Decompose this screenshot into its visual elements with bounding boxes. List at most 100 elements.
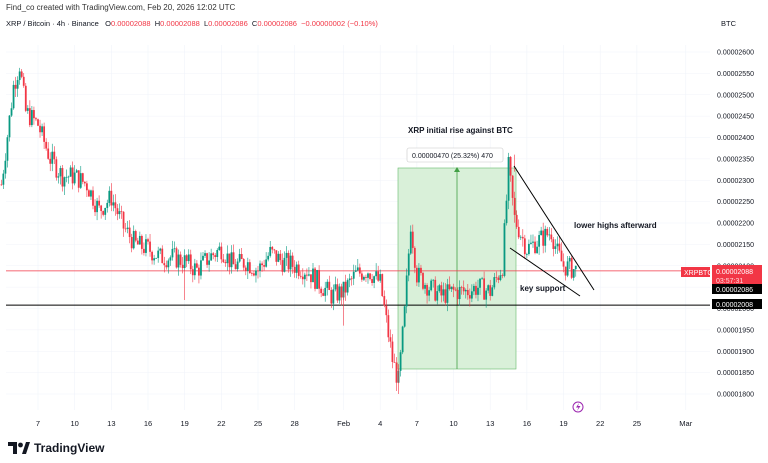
level-upper-label: 0.00002086 [716, 287, 753, 294]
price-tick-label: 0.00002450 [717, 114, 754, 121]
time-axis[interactable]: 7 10 13 16 19 22 25 28 Feb 4 7 10 13 16 19 22 25 Mar [36, 419, 693, 428]
candle-body [499, 275, 502, 280]
candle-body [413, 247, 416, 268]
candle-body [479, 278, 481, 288]
candle-body [371, 279, 373, 283]
candle-body [155, 257, 158, 259]
trendline-upper[interactable] [513, 165, 595, 291]
candle-body [193, 263, 196, 276]
candle-body [528, 243, 530, 254]
candle-body [267, 255, 270, 260]
candle-body [175, 248, 178, 268]
candle-body [198, 267, 200, 276]
candle-body [257, 270, 259, 272]
candle-body [206, 253, 208, 265]
time-tick-label: Mar [679, 419, 692, 428]
candle-body [177, 254, 180, 268]
candle-body [562, 261, 565, 267]
price-tick-label: 0.00002000 [717, 306, 754, 313]
candle-body [41, 126, 43, 133]
candle-body [216, 250, 219, 258]
candle-body [297, 264, 300, 276]
candle-body [452, 286, 455, 290]
candle-body [169, 257, 172, 261]
brand[interactable]: TradingView [8, 441, 104, 455]
candle-body [391, 341, 394, 363]
time-tick-label: 10 [70, 419, 78, 428]
price-axis[interactable]: 0.00002600 0.00002550 0.00002500 0.00002450… [717, 50, 754, 399]
candle-body [132, 231, 135, 249]
time-tick-label: 4 [378, 419, 382, 428]
time-tick-label: 16 [144, 419, 152, 428]
candle-body [517, 226, 520, 238]
candle-body [395, 362, 398, 383]
lower-highs-annotation[interactable]: lower highs afterward [574, 221, 657, 230]
candle-body [326, 281, 329, 288]
candle-body [393, 362, 396, 363]
candle-body [356, 267, 359, 271]
candle-body [57, 176, 60, 178]
candle-body [415, 267, 418, 283]
candle-body [195, 263, 198, 268]
candle-body [344, 281, 347, 293]
candle-body [134, 231, 137, 241]
trendline-lower[interactable] [509, 247, 581, 297]
candle-body [171, 248, 174, 258]
candle-body [240, 254, 243, 260]
candle-body [37, 119, 39, 126]
candle-body [28, 108, 31, 126]
key-support-annotation[interactable]: key support [520, 284, 566, 293]
time-tick-label: 13 [486, 419, 494, 428]
candle-body [218, 246, 221, 251]
time-tick-label: 19 [180, 419, 188, 428]
candle-body [312, 268, 314, 283]
candle-body [466, 289, 469, 296]
candle-body [354, 270, 357, 272]
level-tag-upper: 0.00002086 [712, 284, 762, 294]
candle-body [277, 253, 280, 262]
candle-body [332, 289, 335, 304]
candle-body [440, 285, 443, 296]
candle-body [16, 80, 19, 89]
candle-body [157, 250, 160, 258]
candle-body [513, 197, 516, 215]
candle-body [273, 249, 276, 251]
candle-body [120, 211, 123, 212]
candle-body [275, 250, 278, 262]
candle-body [187, 254, 190, 262]
candle-body [448, 284, 451, 290]
time-tick-label: 10 [449, 419, 457, 428]
candle-body [122, 211, 125, 229]
candle-body [352, 271, 355, 279]
candle-body [358, 267, 361, 274]
candle-body [293, 266, 296, 273]
candle-body [49, 158, 52, 164]
rise-annotation[interactable]: XRP initial rise against BTC [408, 126, 513, 135]
candle-body [149, 241, 151, 252]
candle-body [269, 246, 272, 256]
candle-body [473, 285, 475, 292]
candle-body [434, 279, 437, 301]
candle-body [405, 275, 408, 307]
candle-body [515, 214, 518, 227]
candle-body [544, 228, 547, 246]
candle-body [112, 202, 115, 206]
price-tick-label: 0.00002350 [717, 156, 754, 163]
candle-body [363, 276, 365, 280]
candle-body [369, 273, 371, 280]
candle-body [310, 274, 312, 283]
candle-body [116, 208, 119, 215]
candle-body [281, 260, 284, 272]
symbol-name[interactable]: XRP / Bitcoin · 4h · Binance [6, 19, 99, 28]
candle-body [436, 291, 439, 301]
candle-body [454, 289, 457, 291]
price-tick-label: 0.00002250 [717, 199, 754, 206]
level-tag-lower: 0.00002008 [712, 299, 762, 309]
time-tick-label: 16 [523, 419, 531, 428]
candle-body [477, 287, 479, 295]
candle-body [303, 274, 306, 280]
candle-body [98, 200, 101, 206]
lightning-icon[interactable] [572, 401, 584, 413]
candle-body [301, 276, 304, 280]
